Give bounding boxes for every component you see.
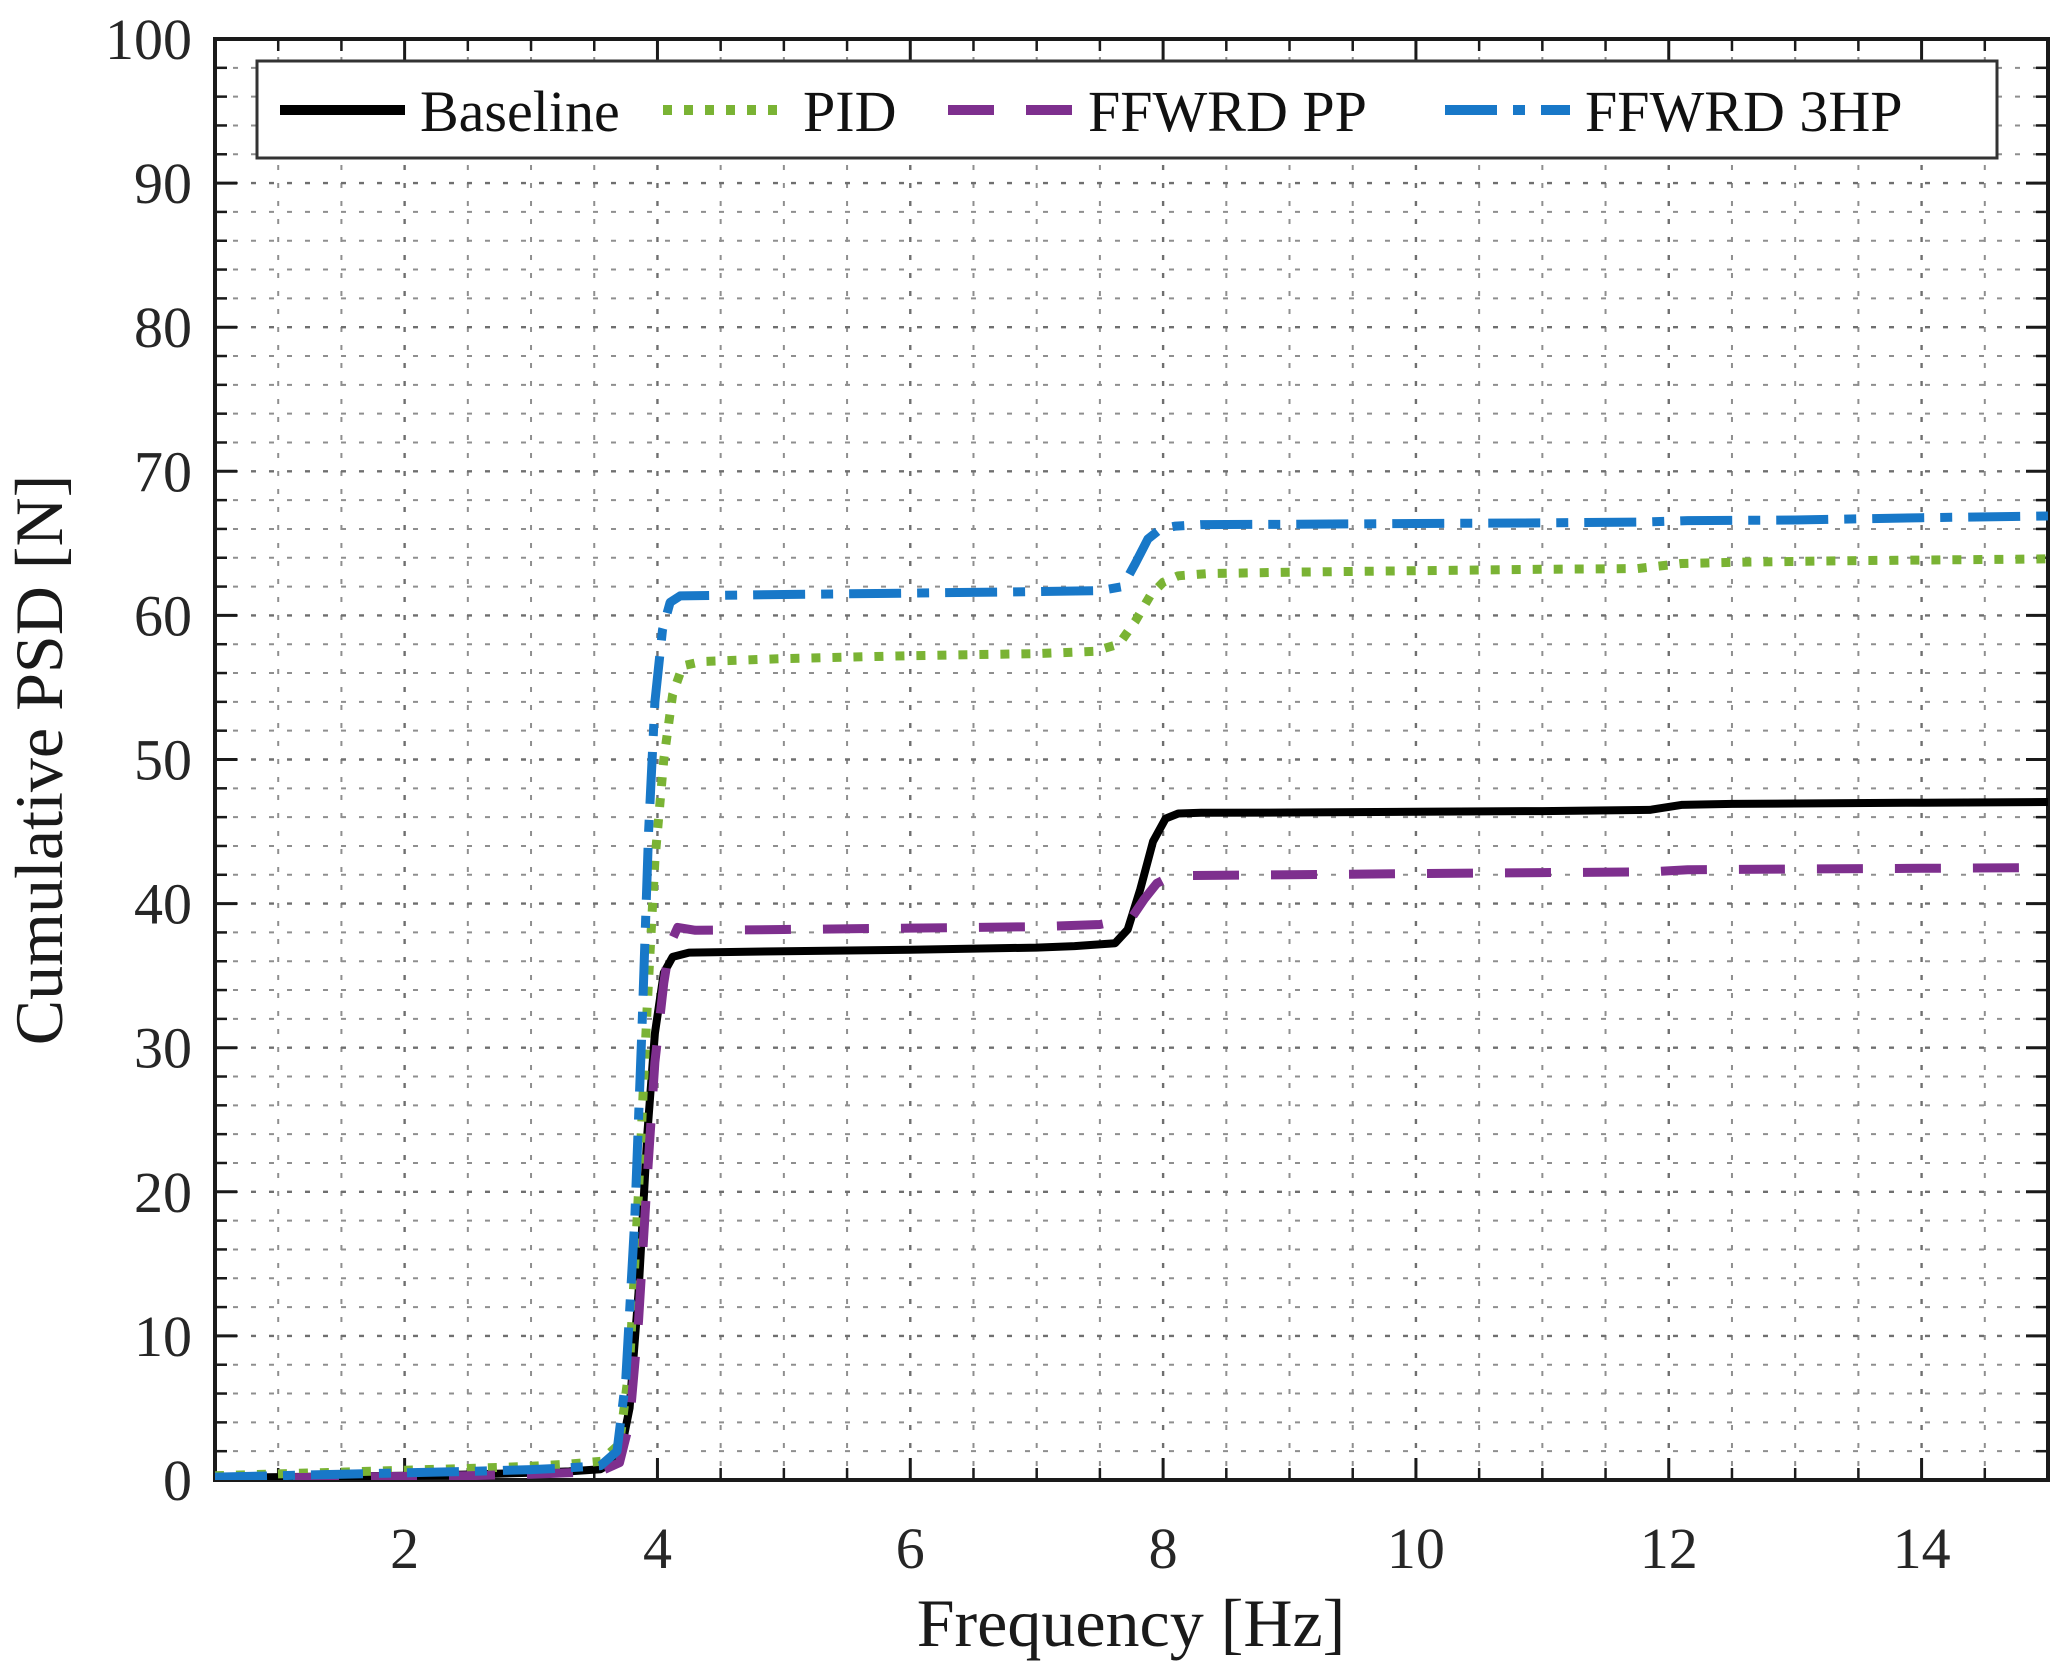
curve-ffwrd-pp	[215, 863, 2048, 1480]
curve-ffwrd-3hp	[215, 511, 2048, 1480]
x-axis-label: Frequency [Hz]	[917, 1585, 1346, 1661]
y-tick-label: 90	[134, 151, 192, 216]
legend-label-pid: PID	[803, 79, 896, 144]
y-tick-label: 40	[134, 872, 192, 937]
x-tick-label: 12	[1640, 1516, 1698, 1581]
x-tick-label: 10	[1387, 1516, 1445, 1581]
y-tick-label: 0	[163, 1448, 192, 1513]
x-tick-label: 14	[1893, 1516, 1951, 1581]
legend-label-ffwrd-pp: FFWRD PP	[1088, 79, 1367, 144]
y-tick-label: 80	[134, 295, 192, 360]
legend-label-baseline: Baseline	[420, 79, 620, 144]
y-axis-label: Cumulative PSD [N]	[1, 475, 77, 1045]
axis-ticks	[215, 39, 2048, 1480]
legend-label-ffwrd-3hp: FFWRD 3HP	[1585, 79, 1902, 144]
y-tick-label: 20	[134, 1160, 192, 1225]
x-tick-label: 2	[390, 1516, 419, 1581]
y-tick-label: 10	[134, 1304, 192, 1369]
y-tick-label: 50	[134, 728, 192, 793]
curve-pid	[215, 554, 2048, 1480]
grid	[215, 39, 2048, 1480]
legend-box	[255, 59, 1999, 160]
y-tick-label: 30	[134, 1016, 192, 1081]
y-tick-label: 70	[134, 439, 192, 504]
x-tick-label: 8	[1149, 1516, 1178, 1581]
legend: Baseline PID FFWRD PP FFWRD 3HP	[255, 59, 1999, 160]
y-tick-label: 100	[105, 7, 192, 72]
x-tick-label: 6	[896, 1516, 925, 1581]
data-curves	[215, 511, 2048, 1480]
tick-labels: 2 4 6 8 10 12 14 0 10 20 30 40 50 60 70 80 90 100	[105, 7, 1951, 1581]
x-tick-label: 4	[643, 1516, 672, 1581]
y-tick-label: 60	[134, 583, 192, 648]
